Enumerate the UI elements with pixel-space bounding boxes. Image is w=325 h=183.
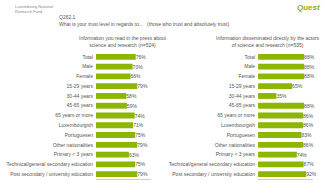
svg-text:75%: 75% bbox=[135, 132, 146, 138]
svg-text:86%: 86% bbox=[303, 122, 314, 128]
svg-text:Female: Female bbox=[238, 73, 255, 79]
svg-text:87%: 87% bbox=[304, 161, 315, 167]
svg-text:Luxembourgish: Luxembourgish bbox=[59, 122, 93, 128]
svg-text:88%: 88% bbox=[304, 54, 315, 60]
svg-text:45-65 years: 45-65 years bbox=[67, 102, 94, 108]
svg-text:74%: 74% bbox=[135, 113, 146, 119]
svg-text:45-65 years: 45-65 years bbox=[229, 102, 256, 108]
svg-text:15-29 years: 15-29 years bbox=[229, 83, 256, 89]
svg-text:Post secondary / university ed: Post secondary / university education bbox=[172, 171, 255, 177]
svg-text:Other nationalities: Other nationalities bbox=[53, 142, 94, 148]
svg-text:71%: 71% bbox=[133, 122, 144, 128]
svg-text:Total: Total bbox=[82, 54, 93, 60]
svg-text:88%: 88% bbox=[304, 73, 315, 79]
svg-text:Information you read in the pr: Information you read in the press abouts… bbox=[79, 35, 167, 48]
svg-text:58%: 58% bbox=[126, 93, 137, 99]
svg-text:Technical/general secondary ed: Technical/general secondary education bbox=[169, 161, 256, 167]
svg-text:65 years or more: 65 years or more bbox=[217, 112, 255, 118]
svg-text:Portuguesen: Portuguesen bbox=[65, 132, 94, 138]
svg-text:70%: 70% bbox=[133, 64, 144, 70]
svg-text:79%: 79% bbox=[137, 171, 148, 177]
svg-text:75%: 75% bbox=[135, 161, 146, 167]
svg-text:79%: 79% bbox=[137, 142, 148, 148]
svg-text:Total: Total bbox=[245, 54, 256, 60]
svg-text:74%: 74% bbox=[297, 152, 308, 158]
svg-text:83%: 83% bbox=[301, 132, 312, 138]
svg-text:Post secondary / university ed: Post secondary / university education bbox=[10, 171, 93, 177]
svg-text:59%: 59% bbox=[127, 103, 138, 109]
svg-text:What is your trust level in re: What is your trust level in regards to..… bbox=[59, 21, 229, 27]
svg-text:Luxembourgish: Luxembourgish bbox=[221, 122, 255, 128]
svg-text:66%: 66% bbox=[131, 73, 142, 79]
svg-text:Male: Male bbox=[244, 63, 255, 69]
svg-text:79%: 79% bbox=[137, 83, 148, 89]
svg-text:88%: 88% bbox=[304, 64, 315, 70]
svg-text:Quest: Quest bbox=[297, 3, 320, 12]
svg-text:86%: 86% bbox=[303, 113, 314, 119]
svg-text:Technical/general secondary ed: Technical/general secondary education bbox=[7, 161, 94, 167]
svg-text:88%: 88% bbox=[304, 103, 315, 109]
svg-text:Luxembourg NationalResearch Fu: Luxembourg NationalResearch Fund bbox=[15, 4, 53, 14]
svg-text:30-44 years: 30-44 years bbox=[67, 93, 94, 99]
svg-text:Primary < 3 years: Primary < 3 years bbox=[216, 151, 256, 157]
svg-text:30-44 years: 30-44 years bbox=[229, 93, 256, 99]
svg-text:76%: 76% bbox=[136, 54, 147, 60]
svg-text:65 years or more: 65 years or more bbox=[55, 112, 93, 118]
svg-text:92%: 92% bbox=[306, 171, 317, 177]
svg-text:63%: 63% bbox=[129, 152, 140, 158]
svg-text:Information disseminated direc: Information disseminated directly by the… bbox=[216, 35, 320, 48]
svg-text:Q262.1: Q262.1 bbox=[59, 14, 76, 20]
svg-text:65%: 65% bbox=[292, 83, 303, 89]
svg-text:Portuguesen: Portuguesen bbox=[227, 132, 256, 138]
svg-text:15-29 years: 15-29 years bbox=[67, 83, 94, 89]
svg-text:Other nationalities: Other nationalities bbox=[215, 142, 256, 148]
svg-text:86%: 86% bbox=[303, 142, 314, 148]
svg-text:Primary < 3 years: Primary < 3 years bbox=[54, 151, 94, 157]
svg-text:Female: Female bbox=[76, 73, 93, 79]
svg-text:35%: 35% bbox=[276, 93, 287, 99]
svg-text:Male: Male bbox=[82, 63, 93, 69]
